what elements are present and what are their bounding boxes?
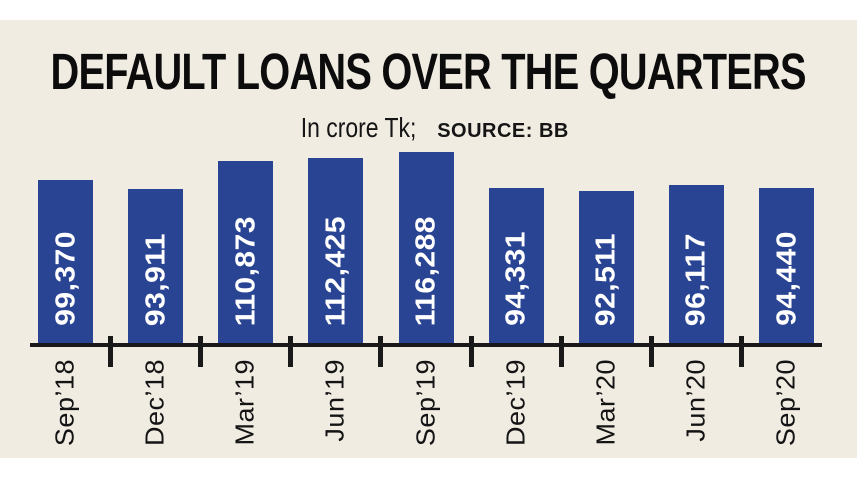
x-label-column: Sep’19 [399,359,454,449]
x-label-column: Jun’19 [308,359,363,449]
axis-tick [468,336,474,367]
x-axis-line [30,343,822,347]
bar-value-label: 96,117 [680,232,712,326]
bar: 93,911 [128,189,184,343]
bar-value-label: 116,288 [410,215,441,326]
bar: 112,425 [308,158,364,343]
axis-tick [648,336,654,367]
x-axis-label: Sep’20 [771,359,801,447]
bar-value-label: 112,425 [320,215,351,326]
x-axis-label: Mar’19 [231,359,260,446]
chart-title: DEFAULT LOANS OVER THE QUARTERS [50,43,807,100]
x-axis-label: Sep’19 [411,359,440,447]
x-label-column: Sep’20 [759,359,814,449]
x-label-column: Dec’18 [128,359,183,449]
x-label-column: Jun’20 [669,359,724,449]
x-axis-label: Mar’20 [591,359,621,446]
bar-value-label: 92,511 [590,232,621,326]
x-label-column: Dec’19 [489,359,544,449]
bar-value-label: 94,440 [770,231,802,326]
bar-value-label: 94,331 [500,231,531,326]
axis-tick [738,336,744,367]
bar: 116,288 [398,152,454,343]
axis-tick [558,336,564,367]
chart-source-label: SOURCE: BB [437,120,569,142]
bar: 94,331 [488,188,544,343]
bar-chart: 99,370 93,911 110,873 112,425 116,288 94,331 9… [30,152,822,449]
bar: 110,873 [218,161,274,343]
chart-units-label: In crore Tk; [300,112,417,143]
bar: 94,440 [759,188,814,343]
axis-tick [198,336,204,367]
infographic-panel: DEFAULT LOANS OVER THE QUARTERS In crore… [0,20,857,458]
x-label-column: Mar’20 [579,359,634,449]
bar: 99,370 [38,180,93,343]
axis-tick [378,336,384,367]
x-axis-label: Jun’19 [321,359,350,442]
subtitle-row: In crore Tk; SOURCE: BB [0,112,857,144]
bar-value-label: 93,911 [139,232,171,326]
axis-tick [288,336,294,367]
title-row: DEFAULT LOANS OVER THE QUARTERS [0,46,857,97]
x-axis-label: Jun’20 [681,359,711,442]
bar-value-label: 99,370 [49,231,81,326]
bar: 92,511 [578,191,634,343]
x-label-column: Sep’18 [38,359,93,449]
x-axis-label: Dec’19 [501,359,530,447]
axis-tick [108,336,114,367]
x-label-column: Mar’19 [218,359,273,449]
bar: 96,117 [668,185,724,343]
bars-container: 99,370 93,911 110,873 112,425 116,288 94,331 9… [30,152,822,343]
x-axis-label: Sep’18 [50,359,80,447]
x-axis-labels: Sep’18 Dec’18 Mar’19 Jun’19 Sep’19 Dec’19 Mar’… [30,359,822,449]
bar-value-label: 110,873 [230,215,261,326]
x-axis-label: Dec’18 [140,359,170,447]
